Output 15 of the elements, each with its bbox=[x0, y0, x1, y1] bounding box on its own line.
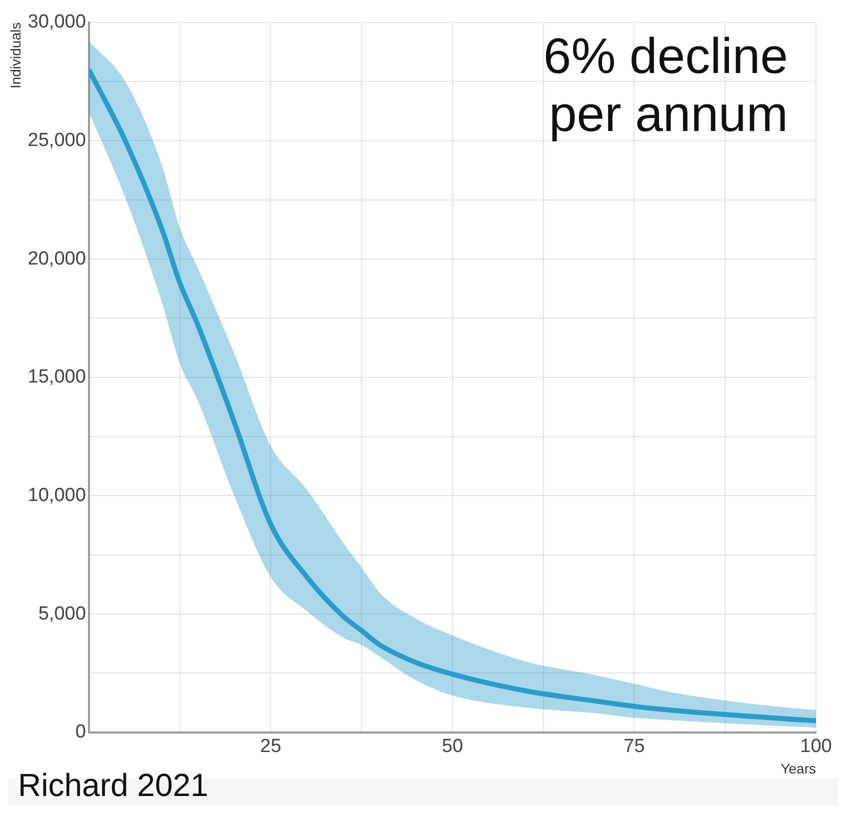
y-axis-title: Individuals bbox=[7, 22, 24, 89]
y-tick-label: 25,000 bbox=[28, 130, 86, 151]
y-tick-label: 5,000 bbox=[38, 603, 86, 624]
x-tick-label: 25 bbox=[260, 736, 282, 758]
x-axis-title: Years bbox=[780, 760, 816, 776]
x-tick-label: 75 bbox=[624, 736, 645, 758]
y-tick-label: 20,000 bbox=[28, 248, 86, 270]
annotation: 6% decline per annum bbox=[543, 28, 788, 143]
x-tick-label: 50 bbox=[442, 736, 464, 758]
x-tick-label: 100 bbox=[800, 736, 832, 758]
text: Richard 2021 bbox=[18, 767, 208, 804]
y-tick-label: 15,000 bbox=[28, 366, 86, 388]
y-tick-label: 0 bbox=[75, 722, 86, 743]
y-tick-label: 10,000 bbox=[28, 484, 86, 506]
y-tick-label: 30,000 bbox=[28, 12, 86, 33]
